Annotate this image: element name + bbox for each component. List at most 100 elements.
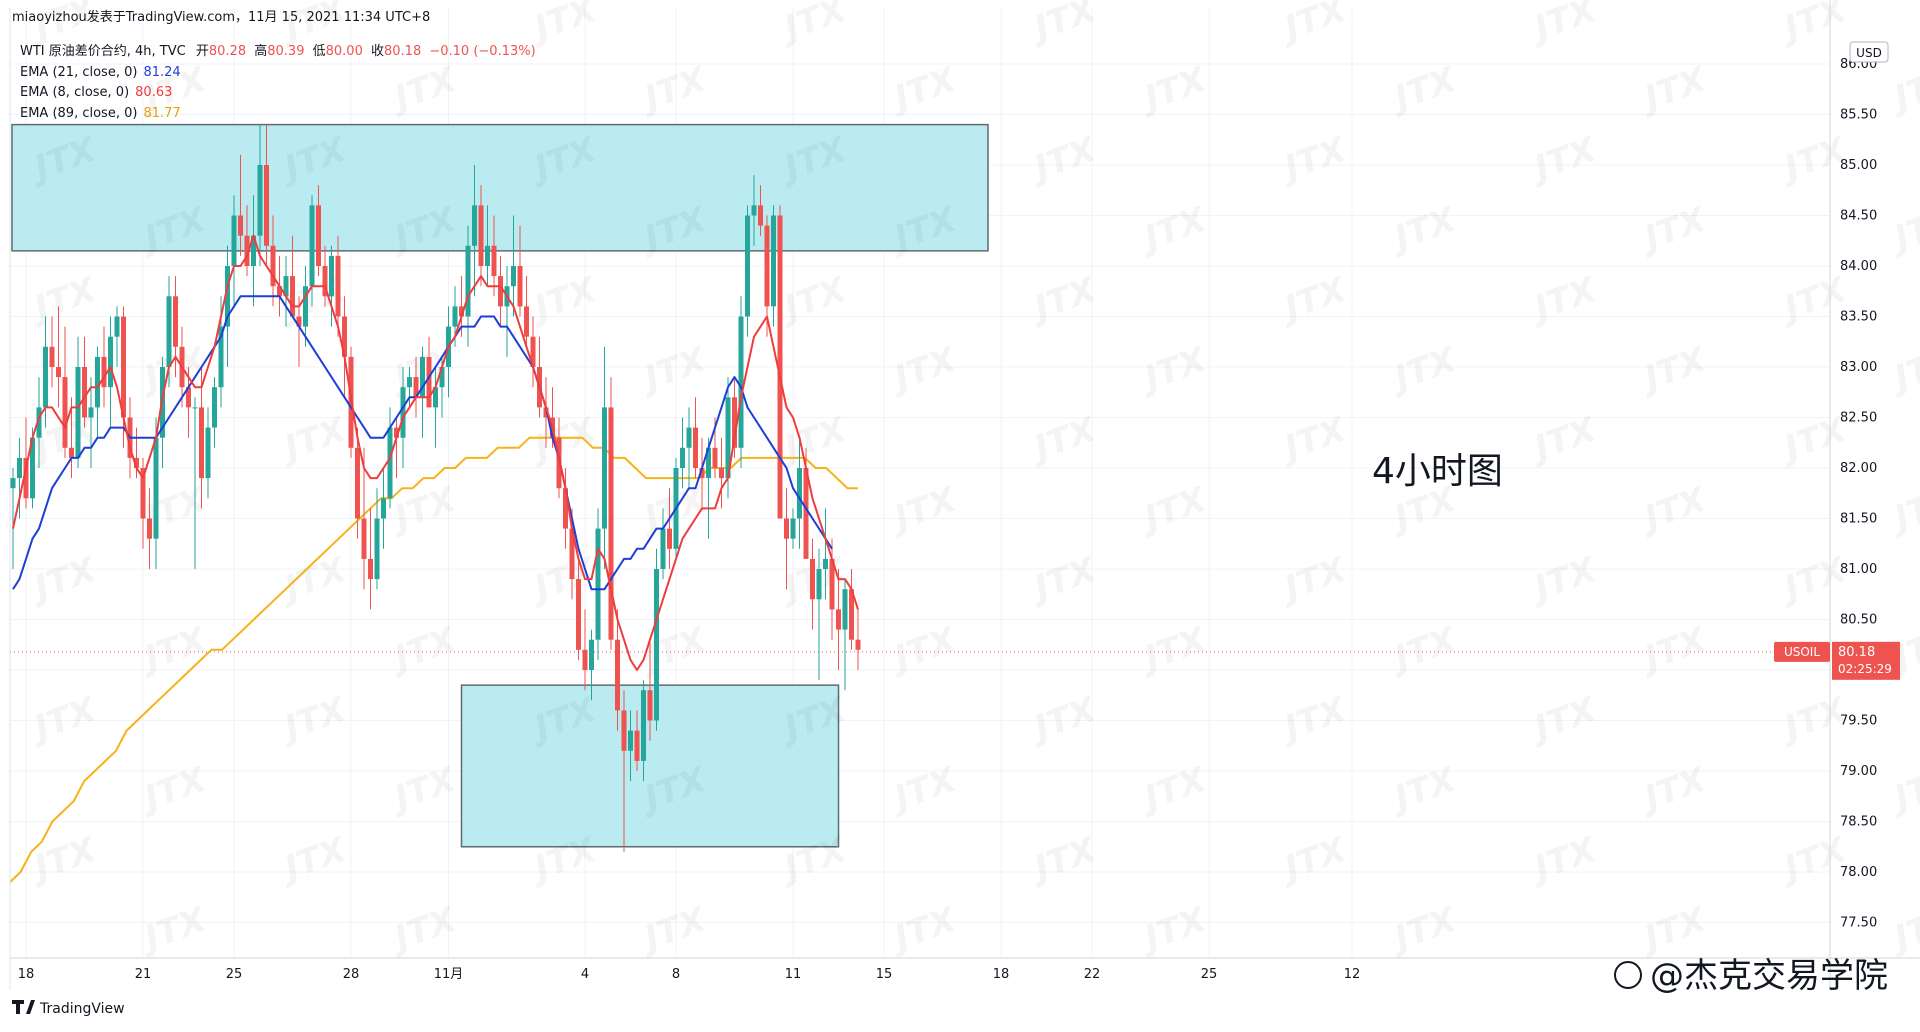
candle-body — [309, 205, 315, 287]
candle-body — [420, 356, 425, 398]
open-label: 开 — [196, 44, 209, 59]
watermark-text: JTX — [1634, 759, 1713, 820]
price-tick-label: 84.50 — [1840, 209, 1877, 224]
ema8-line — [12, 234, 859, 671]
watermark-text: JTX — [1884, 339, 1920, 400]
symbol-price-tag — [1774, 641, 1830, 662]
candle-body — [335, 255, 341, 317]
watermark-text: JTX — [1884, 759, 1920, 820]
tradingview-logo[interactable]: TradingView — [12, 1000, 125, 1017]
candle-body — [394, 427, 399, 438]
high-label: 高 — [254, 43, 267, 59]
time-tick-label: 18 — [18, 967, 35, 982]
candle-body — [114, 316, 120, 337]
candle-body — [413, 377, 419, 398]
ema89-legend-value: 81.77 — [143, 106, 180, 121]
candle-body — [823, 558, 828, 569]
watermark-text: JTX — [1884, 479, 1920, 540]
watermark-text: JTX — [384, 899, 463, 960]
candle-body — [199, 407, 204, 479]
candle-body — [563, 488, 568, 529]
watermark-text: JTX — [24, 829, 103, 890]
watermark-text: JTX — [1024, 129, 1103, 190]
high-value: 80.39 — [267, 44, 304, 59]
watermark-text: JTX — [1024, 0, 1103, 51]
candle-body — [238, 215, 243, 236]
candle-body — [101, 356, 107, 388]
candle-body — [634, 730, 640, 761]
watermark-text: JTX — [1634, 339, 1713, 400]
watermark-text: JTX — [524, 0, 603, 51]
watermark-text: JTX — [1774, 549, 1853, 610]
candle-body — [829, 558, 835, 610]
watermark-text: JTX — [774, 269, 853, 330]
source-watermark: @杰克交易学院 — [1614, 956, 1888, 996]
candle-body — [186, 387, 191, 408]
candle-body — [212, 387, 217, 428]
candle-body — [342, 316, 347, 357]
candle-body — [680, 447, 685, 468]
change-value: −0.10 (−0.13%) — [429, 44, 535, 59]
currency-badge[interactable] — [1849, 41, 1889, 63]
watermark-text: JTX — [1274, 0, 1353, 51]
candle-body — [725, 397, 731, 479]
candle-body — [134, 457, 139, 468]
zone-resistance — [11, 123, 989, 252]
candle-body — [225, 266, 230, 327]
price-axis[interactable]: 86.0085.5085.0084.5084.0083.5083.0082.50… — [1840, 57, 1877, 931]
candle-body — [49, 346, 55, 367]
watermark-text: JTX — [1134, 339, 1213, 400]
candle-body — [205, 427, 211, 479]
candle-body — [108, 336, 113, 388]
time-axis[interactable]: 18 21 25 28 11月 4 8 11 15 18 22 25 12 — [18, 967, 1361, 982]
watermark-text: JTX — [1274, 549, 1353, 610]
watermark-text: JTX — [1134, 479, 1213, 540]
ema21-legend[interactable]: EMA (21, close, 0) 81.24 — [20, 65, 181, 80]
ema21-legend-label: EMA (21, close, 0) — [20, 65, 137, 80]
candle-body — [355, 447, 360, 519]
last-price-value: 80.18 — [1838, 645, 1875, 660]
candle-body — [790, 518, 796, 539]
candle-body — [517, 266, 523, 307]
candle-body — [810, 558, 815, 600]
candle-body — [667, 528, 672, 549]
watermark-text: JTX — [24, 549, 103, 610]
symbol-legend[interactable]: WTI 原油差价合约, 4h, TVC 开80.28 高80.39 低80.00… — [20, 43, 536, 59]
source-text: @杰克交易学院 — [1650, 956, 1888, 996]
time-tick-label: 12 — [1344, 967, 1361, 982]
ema8-legend-label: EMA (8, close, 0) — [20, 85, 129, 100]
watermark-text: JTX — [1884, 59, 1920, 120]
watermark-text: JTX — [1634, 479, 1713, 540]
watermark-text: JTX — [634, 899, 713, 960]
candle-body — [251, 235, 256, 266]
time-tick-label: 4 — [581, 967, 589, 982]
time-tick-label: 22 — [1084, 967, 1101, 982]
candle-body — [69, 447, 74, 458]
price-tick-label: 83.00 — [1840, 360, 1877, 375]
candle-body — [82, 367, 87, 418]
watermark-text: JTX — [1024, 689, 1103, 750]
candle-body — [660, 528, 666, 569]
ema89-legend[interactable]: EMA (89, close, 0) 81.77 — [20, 106, 181, 121]
watermark-text: JTX — [1884, 199, 1920, 260]
time-tick-label: 28 — [343, 967, 360, 982]
candle-body — [771, 215, 776, 307]
ema8-legend[interactable]: EMA (8, close, 0) 80.63 — [20, 85, 172, 100]
time-tick-label: 15 — [876, 967, 893, 982]
candle-body — [615, 639, 620, 711]
candle-body — [407, 377, 412, 388]
candle-body — [498, 276, 503, 307]
price-tick-label: 79.00 — [1840, 764, 1877, 779]
ema21-line — [12, 295, 833, 591]
watermark-text: JTX — [1634, 59, 1713, 120]
candle-body — [524, 306, 529, 337]
price-tick-label: 84.00 — [1840, 259, 1877, 274]
candle-body — [582, 649, 588, 670]
watermark-text: JTX — [884, 59, 963, 120]
watermark-text: JTX — [1384, 899, 1463, 960]
candle-body — [296, 316, 302, 327]
candle-body — [459, 306, 464, 317]
candle-body — [264, 165, 269, 246]
candle-body — [30, 437, 35, 499]
